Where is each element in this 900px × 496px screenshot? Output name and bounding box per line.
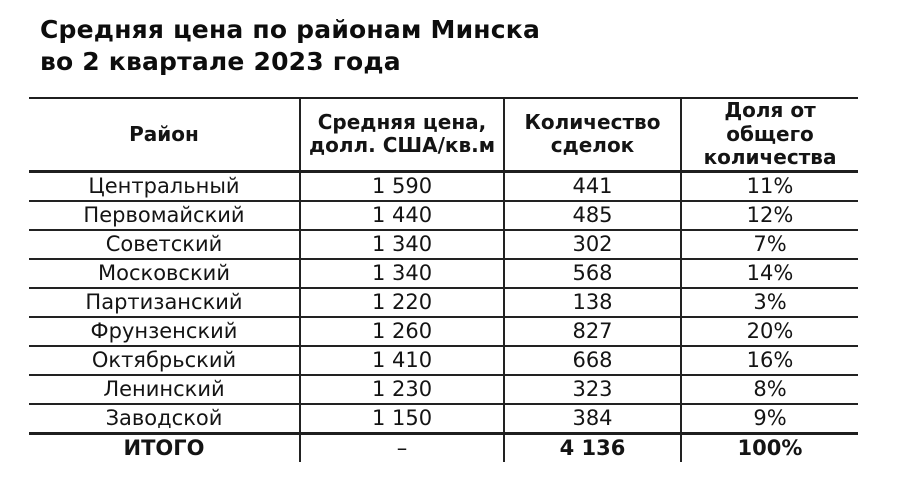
cell-deals: 323: [503, 374, 681, 405]
cell-avg-price: 1 340: [299, 229, 504, 260]
col-header-deals: Количество сделок: [503, 96, 681, 173]
cell-avg-price: 1 220: [299, 287, 504, 318]
header-row: Район Средняя цена, долл. США/кв.м Колич…: [29, 96, 858, 173]
cell-deals: 302: [503, 229, 681, 260]
cell-deals: 568: [503, 258, 681, 289]
total-avg-price: –: [299, 433, 504, 462]
table-row: Советский 1 340 302 7%: [29, 229, 858, 260]
table-body: Центральный 1 590 441 11% Первомайский 1 440 4…: [29, 171, 858, 435]
cell-share: 7%: [680, 229, 858, 260]
cell-avg-price: 1 410: [299, 345, 504, 376]
cell-share: 12%: [680, 200, 858, 231]
cell-avg-price: 1 150: [299, 403, 504, 435]
cell-district: Заводской: [29, 403, 300, 435]
total-label: ИТОГО: [123, 435, 205, 460]
table-header: Район Средняя цена, долл. США/кв.м Колич…: [29, 96, 858, 173]
cell-district: Первомайский: [29, 200, 300, 231]
page-title: Средняя цена по районам Минска во 2 квар…: [40, 15, 541, 76]
cell-district: Московский: [29, 258, 300, 289]
cell-avg-price: 1 590: [299, 171, 504, 202]
cell-avg-price: 1 260: [299, 316, 504, 347]
table-row: Октябрьский 1 410 668 16%: [29, 345, 858, 376]
cell-share: 20%: [680, 316, 858, 347]
col-header-district: Район: [29, 96, 300, 173]
cell-deals: 668: [503, 345, 681, 376]
cell-district: Партизанский: [29, 287, 300, 318]
cell-district: Октябрьский: [29, 345, 300, 376]
col-header-avg-price: Средняя цена, долл. США/кв.м: [299, 96, 504, 173]
cell-deals: 138: [503, 287, 681, 318]
table-row: Центральный 1 590 441 11%: [29, 171, 858, 202]
cell-share: 16%: [680, 345, 858, 376]
cell-deals: 441: [503, 171, 681, 202]
table-row: Фрунзенский 1 260 827 20%: [29, 316, 858, 347]
cell-avg-price: 1 440: [299, 200, 504, 231]
cell-share: 11%: [680, 171, 858, 202]
col-header-share: Доля от общего количества: [680, 96, 858, 173]
table-row: Московский 1 340 568 14%: [29, 258, 858, 289]
cell-share: 3%: [680, 287, 858, 318]
cell-avg-price: 1 340: [299, 258, 504, 289]
total-deals: 4 136: [503, 433, 681, 462]
cell-district: Центральный: [29, 171, 300, 202]
minsk-price-table: Район Средняя цена, долл. США/кв.м Колич…: [29, 96, 858, 462]
table-footer: ИТОГО – 4 136 100%: [29, 433, 858, 462]
cell-share: 9%: [680, 403, 858, 435]
cell-district: Ленинский: [29, 374, 300, 405]
cell-share: 14%: [680, 258, 858, 289]
table-row: Первомайский 1 440 485 12%: [29, 200, 858, 231]
table-row: Ленинский 1 230 323 8%: [29, 374, 858, 405]
cell-share: 8%: [680, 374, 858, 405]
cell-deals: 827: [503, 316, 681, 347]
cell-district: Советский: [29, 229, 300, 260]
total-share: 100%: [680, 433, 858, 462]
cell-deals: 485: [503, 200, 681, 231]
cell-deals: 384: [503, 403, 681, 435]
table-row: Заводской 1 150 384 9%: [29, 403, 858, 435]
cell-avg-price: 1 230: [299, 374, 504, 405]
cell-district: Фрунзенский: [29, 316, 300, 347]
table-row: Партизанский 1 220 138 3%: [29, 287, 858, 318]
total-row: ИТОГО – 4 136 100%: [29, 433, 858, 462]
